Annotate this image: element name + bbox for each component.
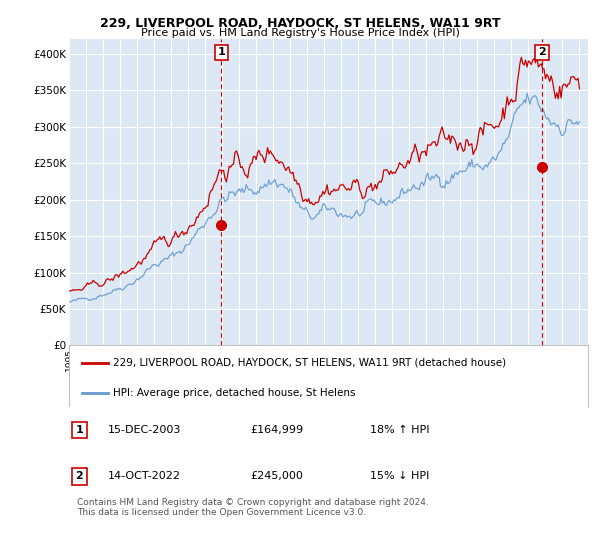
Text: £164,999: £164,999 (251, 425, 304, 435)
Text: 15% ↓ HPI: 15% ↓ HPI (370, 471, 430, 481)
Text: 229, LIVERPOOL ROAD, HAYDOCK, ST HELENS, WA11 9RT: 229, LIVERPOOL ROAD, HAYDOCK, ST HELENS,… (100, 17, 500, 30)
Text: 229, LIVERPOOL ROAD, HAYDOCK, ST HELENS, WA11 9RT (detached house): 229, LIVERPOOL ROAD, HAYDOCK, ST HELENS,… (113, 358, 506, 367)
Text: 2: 2 (538, 48, 546, 57)
Text: Contains HM Land Registry data © Crown copyright and database right 2024.
This d: Contains HM Land Registry data © Crown c… (77, 498, 428, 517)
Text: 1: 1 (218, 48, 226, 57)
Text: 2: 2 (76, 471, 83, 481)
Text: £245,000: £245,000 (251, 471, 304, 481)
Text: 18% ↑ HPI: 18% ↑ HPI (370, 425, 430, 435)
Text: Price paid vs. HM Land Registry's House Price Index (HPI): Price paid vs. HM Land Registry's House … (140, 28, 460, 38)
Text: HPI: Average price, detached house, St Helens: HPI: Average price, detached house, St H… (113, 388, 356, 398)
Text: 14-OCT-2022: 14-OCT-2022 (108, 471, 181, 481)
Text: 15-DEC-2003: 15-DEC-2003 (108, 425, 181, 435)
Text: 1: 1 (76, 425, 83, 435)
